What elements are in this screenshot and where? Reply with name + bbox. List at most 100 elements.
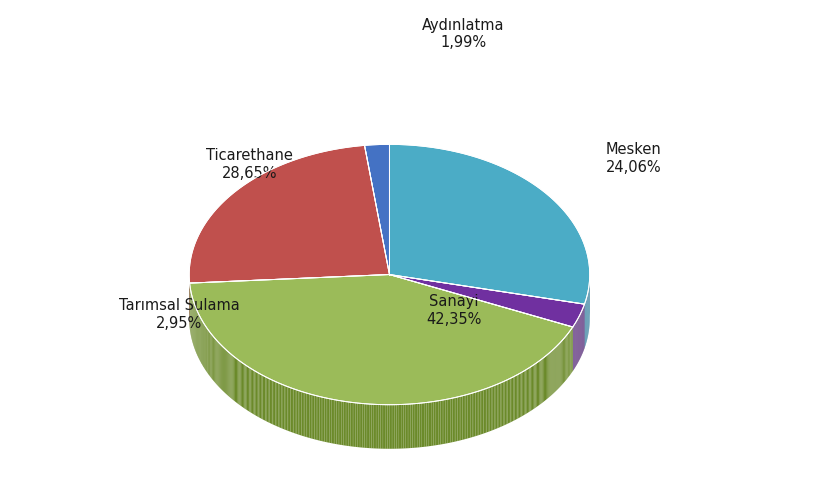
Polygon shape [438,400,440,445]
Polygon shape [378,405,380,449]
Polygon shape [346,402,349,446]
Polygon shape [532,364,534,409]
Polygon shape [233,356,234,401]
Polygon shape [352,402,354,447]
Polygon shape [457,397,459,441]
Polygon shape [489,387,491,431]
Polygon shape [516,375,517,420]
Polygon shape [430,402,431,446]
Polygon shape [366,404,368,448]
Polygon shape [268,378,269,423]
Polygon shape [336,400,338,445]
Polygon shape [565,335,566,380]
Polygon shape [280,383,281,428]
Polygon shape [426,402,428,447]
Polygon shape [510,378,511,422]
Polygon shape [295,389,296,434]
Polygon shape [281,384,282,429]
Polygon shape [396,405,397,449]
Polygon shape [392,405,394,449]
Polygon shape [382,405,383,449]
Polygon shape [248,367,249,412]
Text: Mesken
24,06%: Mesken 24,06% [605,142,661,175]
Polygon shape [225,349,226,394]
Polygon shape [481,390,483,434]
Polygon shape [474,392,475,437]
Polygon shape [326,398,328,443]
Polygon shape [262,375,263,420]
Polygon shape [244,364,245,409]
Polygon shape [271,380,272,424]
Polygon shape [521,372,522,417]
Polygon shape [249,368,250,412]
Polygon shape [389,274,584,327]
Polygon shape [543,357,544,402]
Polygon shape [497,384,498,428]
Polygon shape [491,386,492,431]
Polygon shape [273,381,275,426]
Polygon shape [227,351,228,396]
Polygon shape [511,377,513,422]
Polygon shape [254,371,256,416]
Polygon shape [450,398,452,443]
Polygon shape [307,393,309,438]
Polygon shape [435,401,436,445]
Polygon shape [228,352,229,397]
Polygon shape [403,404,405,449]
Polygon shape [261,375,262,419]
Polygon shape [291,388,293,433]
Polygon shape [527,368,529,413]
Polygon shape [492,385,493,430]
Polygon shape [525,369,526,414]
Polygon shape [215,339,216,384]
Polygon shape [226,350,227,395]
Polygon shape [455,397,457,442]
Polygon shape [221,345,222,390]
Polygon shape [416,403,417,448]
Polygon shape [229,353,230,398]
Polygon shape [538,360,540,405]
Polygon shape [541,358,542,403]
Polygon shape [537,361,538,406]
Polygon shape [399,405,402,449]
Polygon shape [391,405,392,449]
Polygon shape [301,392,303,436]
Polygon shape [555,346,556,391]
Polygon shape [478,391,479,435]
Polygon shape [359,403,360,448]
Polygon shape [296,390,298,435]
Polygon shape [530,366,532,411]
Polygon shape [314,395,315,440]
Polygon shape [433,401,435,446]
Polygon shape [452,398,454,442]
Polygon shape [523,370,525,415]
Polygon shape [389,144,589,304]
Polygon shape [189,145,389,283]
Polygon shape [284,385,286,430]
Polygon shape [445,399,447,444]
Polygon shape [222,346,223,391]
Polygon shape [493,385,495,430]
Polygon shape [562,338,563,383]
Polygon shape [563,337,564,382]
Polygon shape [534,364,535,409]
Polygon shape [373,404,374,449]
Polygon shape [460,396,462,440]
Polygon shape [465,394,467,439]
Polygon shape [277,382,278,427]
Polygon shape [338,400,339,445]
Polygon shape [315,396,317,440]
Polygon shape [238,360,239,405]
Polygon shape [517,374,518,419]
Polygon shape [561,339,562,384]
Polygon shape [350,402,352,447]
Polygon shape [475,392,477,436]
Text: Tarımsal Sulama
2,95%: Tarımsal Sulama 2,95% [118,298,239,331]
Polygon shape [529,367,530,412]
Polygon shape [303,392,305,437]
Polygon shape [355,403,357,447]
Polygon shape [519,372,521,417]
Polygon shape [500,382,501,427]
Polygon shape [479,390,481,435]
Polygon shape [354,403,355,447]
